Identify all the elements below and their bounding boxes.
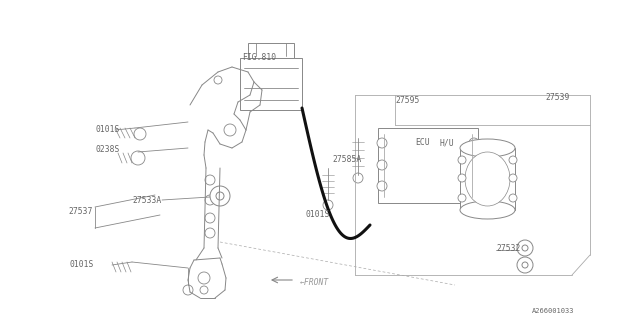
Circle shape	[458, 156, 466, 164]
Circle shape	[183, 285, 193, 295]
Bar	[460, 148, 515, 210]
Circle shape	[323, 200, 333, 210]
Text: 27595: 27595	[395, 96, 419, 105]
Text: 27539: 27539	[545, 93, 570, 102]
Circle shape	[517, 257, 533, 273]
Circle shape	[458, 194, 466, 202]
Circle shape	[377, 181, 387, 191]
Bar	[378, 128, 478, 203]
Text: 27533A: 27533A	[132, 196, 161, 205]
Bar	[240, 58, 302, 110]
Circle shape	[517, 240, 533, 256]
Circle shape	[205, 213, 215, 223]
Circle shape	[458, 174, 466, 182]
Circle shape	[214, 76, 222, 84]
Text: 0238S: 0238S	[95, 145, 120, 154]
Text: 0101S: 0101S	[70, 260, 94, 269]
Text: 0101S: 0101S	[305, 210, 330, 219]
Circle shape	[353, 173, 363, 183]
Circle shape	[205, 228, 215, 238]
Circle shape	[131, 151, 145, 165]
Text: FIG.810: FIG.810	[242, 53, 276, 62]
Text: 27585A: 27585A	[332, 155, 361, 164]
Ellipse shape	[460, 201, 515, 219]
Ellipse shape	[460, 139, 515, 157]
Circle shape	[200, 286, 208, 294]
Circle shape	[216, 192, 224, 200]
Text: ECU: ECU	[415, 138, 429, 147]
Circle shape	[224, 124, 236, 136]
Circle shape	[469, 160, 479, 170]
Circle shape	[522, 245, 528, 251]
Circle shape	[198, 272, 210, 284]
Circle shape	[205, 195, 215, 205]
Circle shape	[205, 175, 215, 185]
Circle shape	[134, 128, 146, 140]
Circle shape	[509, 156, 517, 164]
Circle shape	[469, 138, 479, 148]
Bar	[248, 43, 294, 58]
Text: H/U: H/U	[440, 138, 454, 147]
Circle shape	[377, 138, 387, 148]
Text: 27537: 27537	[68, 207, 92, 216]
Text: ←FRONT: ←FRONT	[300, 278, 329, 287]
Ellipse shape	[465, 152, 510, 206]
Circle shape	[377, 160, 387, 170]
Circle shape	[210, 186, 230, 206]
Circle shape	[509, 174, 517, 182]
Circle shape	[469, 181, 479, 191]
Text: 0101S: 0101S	[95, 125, 120, 134]
Text: 27532: 27532	[496, 244, 520, 253]
Circle shape	[509, 194, 517, 202]
Text: A266001033: A266001033	[532, 308, 575, 314]
Circle shape	[522, 262, 528, 268]
